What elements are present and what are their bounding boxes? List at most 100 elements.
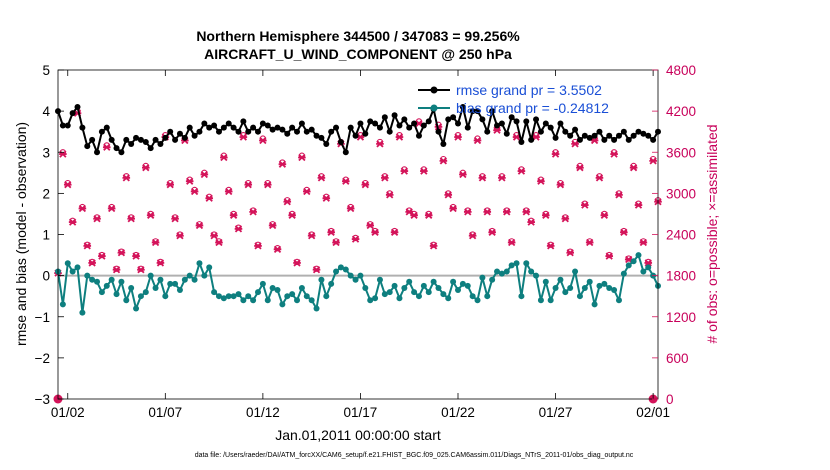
bias-point	[489, 276, 496, 283]
bias-point	[635, 252, 642, 259]
left-y-tick-label: 3	[42, 145, 50, 160]
rmse-point	[147, 145, 154, 152]
rmse-point	[620, 128, 627, 135]
rmse-point	[376, 124, 383, 131]
left-y-tick-label: 5	[42, 63, 50, 78]
obs-assimilated-point	[205, 194, 214, 202]
right-y-tick-label: 4200	[666, 104, 696, 119]
obs-possible-point	[547, 241, 554, 248]
bias-point	[425, 289, 432, 296]
rmse-point	[455, 120, 461, 127]
bias-point	[464, 282, 471, 289]
bias-point	[157, 276, 164, 283]
right-y-axis-ticks: 0 600 1200 1800 2400 3000 3600 4200 4800	[652, 63, 696, 407]
obs-assimilated-point	[83, 242, 92, 250]
rmse-point	[255, 128, 261, 135]
obs-possible-point	[137, 265, 145, 272]
rmse-point	[494, 122, 501, 129]
obs-assimilated-point	[288, 211, 296, 219]
legend-bias-marker	[430, 104, 438, 112]
rmse-point	[372, 120, 379, 127]
right-y-tick-label: 1200	[666, 310, 696, 325]
obs-possible-point	[606, 251, 613, 259]
bias-point	[620, 270, 627, 277]
rmse-point	[235, 128, 242, 135]
obs-assimilated-point	[254, 242, 262, 250]
bias-point	[547, 297, 554, 304]
obs-assimilated-point	[249, 208, 257, 216]
bias-point	[576, 293, 583, 300]
bias-point	[498, 270, 505, 277]
bias-point	[450, 278, 457, 285]
rmse-point	[186, 124, 193, 131]
rmse-point	[391, 112, 398, 119]
bias-point	[552, 284, 559, 291]
obs-assimilated-point	[327, 228, 335, 236]
bias-point	[108, 276, 115, 283]
chart-title-line2: AIRCRAFT_U_WIND_COMPONENT @ 250 hPa	[204, 46, 512, 62]
rmse-point	[450, 114, 457, 121]
rmse-point	[284, 130, 291, 137]
obs-possible-point	[640, 238, 647, 245]
x-tick-label: 01/27	[539, 405, 573, 420]
bias-point	[235, 291, 242, 298]
rmse-point	[503, 130, 510, 137]
rmse-line	[57, 106, 659, 154]
bias-point	[391, 282, 398, 289]
rmse-point	[162, 134, 169, 141]
obs-assimilated-point	[527, 218, 535, 226]
left-y-tick-label: −1	[35, 310, 50, 325]
rmse-point	[567, 132, 574, 139]
obs-assimilated-point	[351, 235, 360, 243]
obs-possible-point	[567, 248, 574, 255]
bias-point	[64, 260, 71, 267]
right-y-tick-label: 600	[666, 351, 689, 366]
obs-assimilated-point	[268, 221, 277, 230]
rmse-point	[459, 104, 466, 111]
obs-assimilated-point	[185, 177, 194, 185]
legend: rmse grand pr = 3.5502 bias grand pr = -…	[418, 82, 609, 116]
obs-assimilated-point	[302, 187, 311, 196]
obs-possible-point	[528, 217, 535, 224]
obs-assimilated-point	[112, 266, 121, 274]
rmse-point	[533, 116, 540, 123]
obs-assimilated-point	[122, 174, 131, 182]
rmse-point	[406, 124, 413, 131]
rmse-point	[601, 136, 608, 143]
bias-line	[57, 254, 659, 314]
rmse-point	[464, 124, 471, 131]
obs-assimilated-point	[444, 191, 453, 199]
obs-assimilated-point	[620, 228, 628, 236]
obs-assimilated-point	[610, 150, 618, 158]
right-y-tick-label: 1800	[666, 269, 696, 284]
bias-point	[79, 309, 86, 316]
obs-assimilated-point	[107, 204, 116, 213]
bias-point	[640, 268, 647, 275]
bias-point	[601, 280, 608, 287]
obs-assimilated-point	[566, 249, 574, 257]
rmse-point	[615, 132, 622, 139]
obs-assimilated-point	[263, 181, 272, 189]
obs-assimilated-point	[644, 259, 653, 267]
bias-point	[630, 258, 637, 265]
bias-point	[172, 280, 179, 287]
rmse-point	[64, 122, 71, 129]
obs-assimilated-point	[615, 191, 623, 199]
bias-point	[74, 264, 81, 271]
rmse-point	[591, 132, 598, 139]
obs-assimilated-point	[93, 215, 101, 223]
obs-possible-point	[352, 234, 359, 242]
bias-point	[167, 280, 174, 287]
obs-assimilated-point	[459, 170, 467, 179]
obs-assimilated-point	[171, 215, 179, 223]
rmse-point	[547, 124, 554, 131]
obs-assimilated-point	[312, 266, 321, 274]
rmse-point	[206, 124, 213, 131]
rmse-point	[586, 134, 593, 141]
plot-area	[53, 69, 662, 404]
bias-point	[581, 284, 588, 291]
right-y-tick-label: 3000	[666, 186, 696, 201]
bias-point	[347, 272, 354, 279]
bias-point	[420, 282, 427, 289]
